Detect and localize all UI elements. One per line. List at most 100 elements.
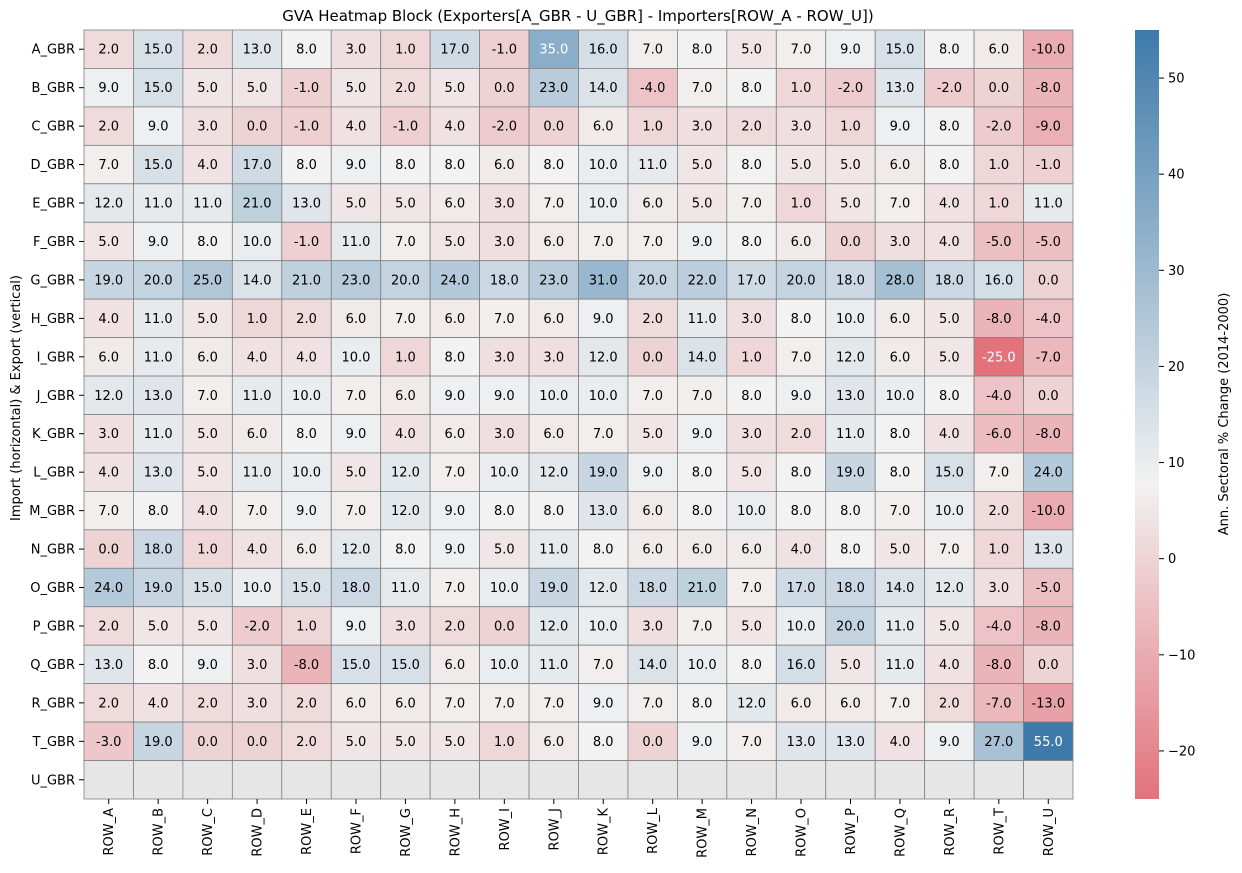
cell-value-label: 11.0	[1034, 197, 1063, 212]
heatmap-cell	[627, 144, 678, 185]
cell-value-label: 7.0	[692, 389, 713, 404]
cell-value-label: 1.0	[791, 197, 812, 212]
cell-value-label: 10.0	[539, 389, 568, 404]
heatmap-cell	[924, 606, 975, 646]
row-tick-label: F_GBR	[33, 235, 75, 250]
cell-value-label: 18.0	[935, 273, 964, 288]
cell-value-label: 7.0	[890, 696, 911, 711]
cell-value-label: 10.0	[292, 389, 321, 404]
cell-value-label: 7.0	[543, 696, 564, 711]
heatmap-cell	[429, 29, 480, 69]
cell-value-label: 7.0	[890, 504, 911, 519]
cell-value-label: 20.0	[144, 273, 173, 288]
cell-value-label: 6.0	[543, 312, 564, 327]
cell-value-label: 4.0	[395, 427, 416, 442]
heatmap-cell	[330, 452, 382, 492]
heatmap-cell	[677, 760, 728, 800]
cell-value-label: 6.0	[642, 197, 663, 212]
heatmap-cell	[281, 183, 332, 223]
cell-value-label: 2.0	[98, 120, 119, 135]
cell-value-label: 5.0	[247, 81, 268, 96]
heatmap-cell	[380, 490, 431, 531]
heatmap-cell	[1023, 644, 1074, 685]
cell-value-label: 4.0	[890, 735, 911, 750]
cell-value-label: 7.0	[890, 197, 911, 212]
heatmap-cell	[479, 183, 530, 223]
cell-value-label: 10.0	[589, 389, 618, 404]
cell-value-label: 11.0	[688, 312, 717, 327]
cell-value-label: 3.0	[98, 427, 119, 442]
cell-value-label: 6.0	[346, 696, 367, 711]
cell-value-label: -8.0	[294, 658, 319, 673]
cell-value-label: -7.0	[986, 696, 1011, 711]
cell-value-label: 8.0	[395, 543, 416, 558]
heatmap-cell	[182, 452, 233, 492]
cell-value-label: 11.0	[144, 312, 173, 327]
row-tick-label: N_GBR	[31, 543, 75, 558]
cell-value-label: 5.0	[642, 427, 663, 442]
heatmap-cell	[825, 490, 876, 531]
row-tick-label: D_GBR	[30, 158, 75, 173]
heatmap-cell	[578, 106, 629, 146]
cell-value-label: 11.0	[243, 466, 272, 481]
cell-value-label: -1.0	[294, 81, 319, 96]
heatmap-cell	[231, 529, 283, 569]
column-tick-label: ROW_P	[844, 808, 859, 855]
cell-value-label: 6.0	[791, 235, 812, 250]
cell-value-label: 1.0	[296, 619, 317, 634]
cell-value-label: 4.0	[939, 427, 960, 442]
cell-value-label: 8.0	[840, 543, 861, 558]
cell-value-label: 8.0	[939, 158, 960, 173]
cell-value-label: 17.0	[787, 581, 816, 596]
colorbar-tick-label: 50	[1168, 72, 1185, 87]
cell-value-label: 6.0	[445, 312, 466, 327]
cell-value-label: 8.0	[741, 158, 762, 173]
heatmap-cell	[281, 606, 332, 646]
cell-value-label: 12.0	[341, 543, 370, 558]
heatmap-cell	[182, 106, 233, 146]
heatmap-cell	[133, 721, 184, 761]
cell-value-label: 0.0	[840, 235, 861, 250]
heatmap-cell	[825, 221, 876, 262]
heatmap-cell	[775, 721, 827, 761]
column-tick-label: ROW_H	[448, 808, 463, 856]
cell-value-label: -2.0	[986, 120, 1011, 135]
row-tick-label: E_GBR	[32, 197, 75, 212]
cell-value-label: 2.0	[445, 619, 466, 634]
heatmap-cell	[973, 106, 1024, 146]
cell-value-label: 3.0	[692, 120, 713, 135]
cell-value-label: 24.0	[440, 273, 469, 288]
heatmap-cell	[726, 606, 777, 646]
heatmap-cell	[330, 106, 382, 146]
heatmap-cell	[924, 144, 975, 185]
cell-value-label: 13.0	[885, 81, 914, 96]
cell-value-label: 5.0	[692, 158, 713, 173]
cell-value-label: 14.0	[688, 350, 717, 365]
cell-value-label: 6.0	[445, 658, 466, 673]
cell-value-label: 3.0	[197, 120, 218, 135]
cell-value-label: 12.0	[391, 466, 420, 481]
cell-value-label: 9.0	[148, 235, 169, 250]
heatmap-cell	[578, 298, 629, 338]
heatmap-cell	[1023, 452, 1074, 492]
heatmap-cell	[1023, 298, 1074, 338]
cell-value-label: 5.0	[741, 43, 762, 58]
cell-value-label: 20.0	[391, 273, 420, 288]
cell-value-label: 8.0	[939, 120, 960, 135]
cell-value-label: 18.0	[341, 581, 370, 596]
heatmap-cell	[874, 29, 926, 69]
heatmap-cell	[874, 298, 926, 338]
cell-value-label: 10.0	[341, 350, 370, 365]
cell-value-label: 8.0	[939, 43, 960, 58]
heatmap-cell	[380, 644, 431, 685]
cell-value-label: 10.0	[589, 619, 618, 634]
column-tick-label: ROW_L	[646, 807, 661, 854]
cell-value-label: 10.0	[243, 235, 272, 250]
heatmap-cell	[429, 68, 480, 108]
column-tick-label: ROW_T	[992, 808, 1007, 855]
cell-value-label: 0.0	[988, 81, 1009, 96]
cell-value-label: 5.0	[197, 81, 218, 96]
row-tick-label: L_GBR	[33, 466, 75, 481]
heatmap-cell	[479, 721, 530, 761]
column-tick-label: ROW_G	[399, 808, 414, 857]
